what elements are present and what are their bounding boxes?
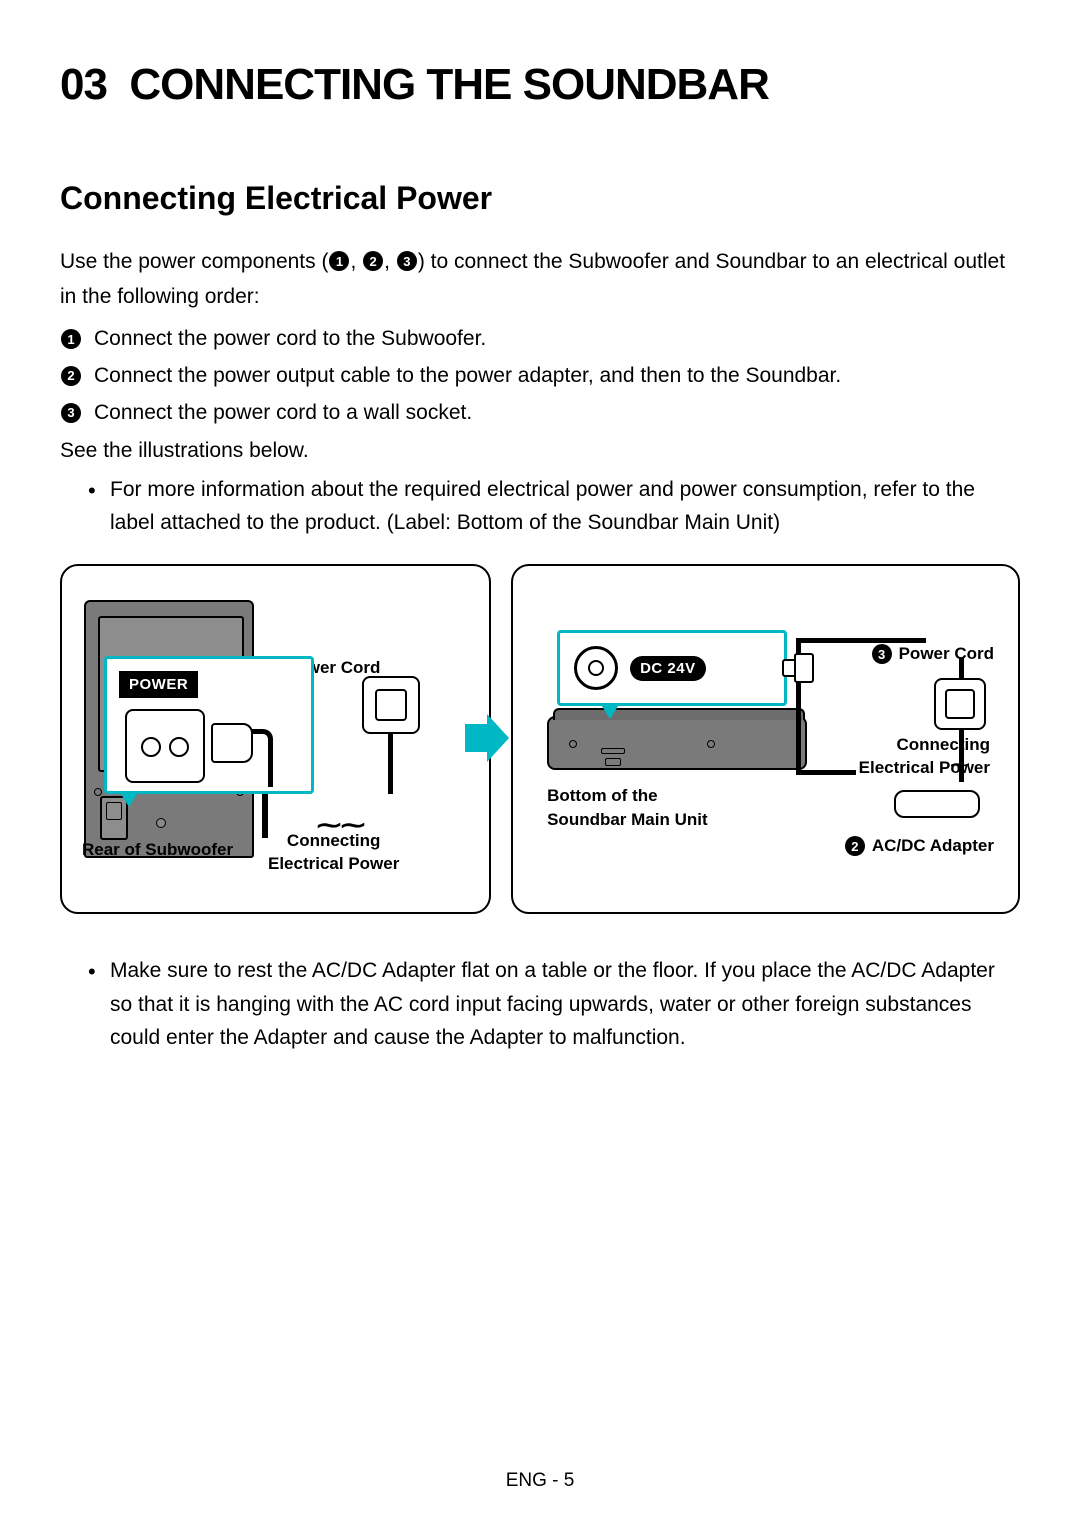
main-heading: 03 CONNECTING THE SOUNDBAR xyxy=(60,60,1020,110)
power-callout: POWER xyxy=(104,656,314,794)
diagram-row: POWER ⁓⁓ 1 Power Cord Rear of Subwoofer … xyxy=(60,564,1020,914)
step-2-text: Connect the power output cable to the po… xyxy=(94,364,841,387)
wall-plug-inner xyxy=(945,689,975,719)
label-rear-subwoofer: Rear of Subwoofer xyxy=(82,840,233,860)
diagram-soundbar: DC 24V ⁓ 3 Power Cord Connecting Electri… xyxy=(511,564,1020,914)
diagram-subwoofer: POWER ⁓⁓ 1 Power Cord Rear of Subwoofer … xyxy=(60,564,491,914)
connecting-line2: Electrical Power xyxy=(268,854,399,873)
step-3: 3 Connect the power cord to a wall socke… xyxy=(60,396,1020,431)
see-text: See the illustrations below. xyxy=(60,434,1020,469)
step-1: 1 Connect the power cord to the Subwoofe… xyxy=(60,322,1020,357)
dc-jack-plug-icon xyxy=(782,653,812,683)
connecting-line2: Electrical Power xyxy=(859,758,990,777)
power-label: POWER xyxy=(119,671,198,698)
marker-3-icon: 3 xyxy=(397,251,417,271)
page-number: ENG - 5 xyxy=(0,1470,1080,1492)
info-bullet-1: For more information about the required … xyxy=(88,473,1020,540)
adapter-icon xyxy=(894,790,980,818)
info-bullet-2: Make sure to rest the AC/DC Adapter flat… xyxy=(88,954,1020,1055)
section-title: Connecting Electrical Power xyxy=(60,180,1020,217)
cable-segment xyxy=(262,788,268,838)
marker-1-icon: 1 xyxy=(329,251,349,271)
step-2: 2 Connect the power output cable to the … xyxy=(60,359,1020,394)
step-3-text: Connect the power cord to a wall socket. xyxy=(94,401,472,424)
power-plug-icon xyxy=(211,715,279,769)
label-bottom-soundbar: Bottom of the Soundbar Main Unit xyxy=(547,784,708,832)
cable-segment xyxy=(796,770,856,775)
wall-plug-inner xyxy=(375,689,407,721)
heading-title: CONNECTING THE SOUNDBAR xyxy=(129,60,768,109)
label-adapter: 2 AC/DC Adapter xyxy=(844,836,994,856)
label-connecting-power-right: Connecting Electrical Power xyxy=(859,734,990,780)
dc-callout: DC 24V xyxy=(557,630,787,706)
bottom-line1: Bottom of the xyxy=(547,786,657,805)
power-socket-icon xyxy=(125,709,205,783)
power-cord-text: Power Cord xyxy=(899,644,994,664)
intro-sep: , xyxy=(384,250,396,273)
arrow-right-icon xyxy=(465,714,509,762)
step-2-marker-icon: 2 xyxy=(61,366,81,386)
heading-number: 03 xyxy=(60,60,107,109)
adapter-text: AC/DC Adapter xyxy=(872,836,994,856)
info-bullet-list-2: Make sure to rest the AC/DC Adapter flat… xyxy=(60,954,1020,1055)
label-connecting-power-left: Connecting Electrical Power xyxy=(268,830,399,876)
connecting-line1: Connecting xyxy=(287,831,381,850)
info-bullet-list-1: For more information about the required … xyxy=(60,473,1020,540)
steps-list: 1 Connect the power cord to the Subwoofe… xyxy=(60,322,1020,430)
cable-segment xyxy=(388,734,393,794)
subwoofer-led xyxy=(156,818,166,828)
step-1-text: Connect the power cord to the Subwoofer. xyxy=(94,327,486,350)
marker-3-icon: 3 xyxy=(872,644,892,664)
dc-label: DC 24V xyxy=(630,656,706,681)
intro-paragraph: Use the power components (1, 2, 3) to co… xyxy=(60,245,1020,314)
intro-text-before: Use the power components ( xyxy=(60,250,328,273)
marker-2-icon: 2 xyxy=(845,836,865,856)
dc-jack-ring-icon xyxy=(574,646,618,690)
step-3-marker-icon: 3 xyxy=(61,403,81,423)
marker-2-icon: 2 xyxy=(363,251,383,271)
soundbar-illustration xyxy=(547,716,807,770)
connecting-line1: Connecting xyxy=(897,735,991,754)
step-1-marker-icon: 1 xyxy=(61,329,81,349)
bottom-line2: Soundbar Main Unit xyxy=(547,810,708,829)
label-power-cord-3: 3 Power Cord xyxy=(871,644,994,664)
intro-sep: , xyxy=(350,250,362,273)
